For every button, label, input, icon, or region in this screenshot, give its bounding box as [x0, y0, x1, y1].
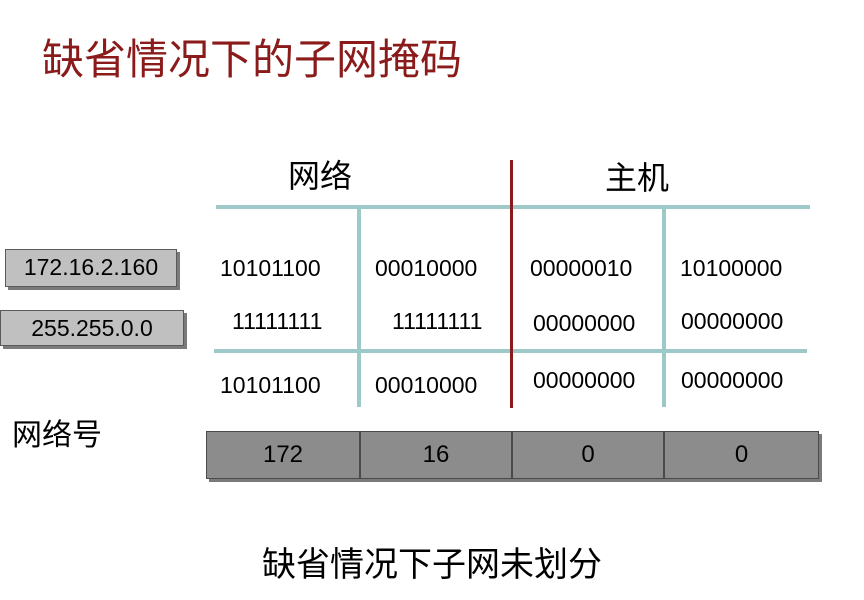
network-number-label: 网络号 [12, 418, 102, 453]
caption: 缺省情况下子网未划分 [262, 545, 602, 585]
mask-bits-octet-2: 11111111 [392, 308, 483, 334]
and-bits-octet-1: 10101100 [220, 372, 321, 398]
mask-bits-octet-3: 00000000 [533, 310, 636, 336]
network-header: 网络 [288, 157, 353, 195]
and-bits-octet-3: 00000000 [533, 367, 636, 393]
page-title: 缺省情况下的子网掩码 [42, 35, 463, 84]
ip-address-box: 172.16.2.160 [5, 249, 177, 287]
ip-bits-octet-1: 10101100 [220, 255, 321, 281]
grid-column-divider-1 [357, 207, 361, 407]
mask-bits-octet-1: 11111111 [232, 308, 323, 334]
and-bits-octet-2: 00010000 [375, 372, 478, 398]
grid-top-line [216, 205, 810, 209]
ip-bits-octet-2: 00010000 [375, 255, 478, 281]
ip-bits-octet-4: 10100000 [680, 255, 783, 281]
network-number-row: 172 16 0 0 [206, 431, 819, 479]
mask-bits-octet-4: 00000000 [681, 308, 784, 334]
network-host-divider [510, 160, 513, 408]
network-number-octet-2: 16 [360, 431, 512, 479]
grid-column-divider-3 [662, 207, 666, 407]
ip-bits-octet-3: 00000010 [530, 255, 633, 281]
and-bits-octet-4: 00000000 [681, 367, 784, 393]
host-header: 主机 [605, 159, 670, 197]
network-number-octet-3: 0 [512, 431, 664, 479]
subnet-mask-box: 255.255.0.0 [0, 310, 184, 346]
network-number-octet-1: 172 [206, 431, 360, 479]
network-number-octet-4: 0 [664, 431, 819, 479]
